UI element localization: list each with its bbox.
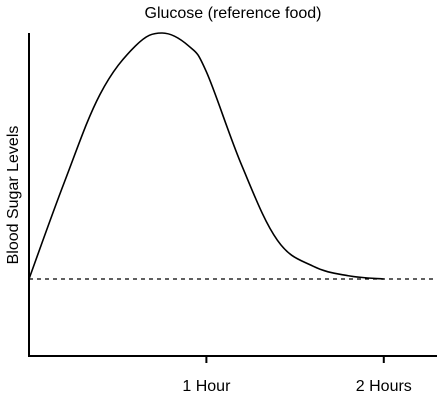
y-axis-label: Blood Sugar Levels (5, 126, 22, 265)
chart-title: Glucose (reference food) (145, 5, 322, 22)
x-tick-label: 1 Hour (182, 378, 231, 395)
x-tick-label: 2 Hours (356, 378, 412, 395)
x-ticks: 1 Hour 2 Hours (182, 356, 412, 395)
blood-sugar-curve (28, 32, 384, 280)
